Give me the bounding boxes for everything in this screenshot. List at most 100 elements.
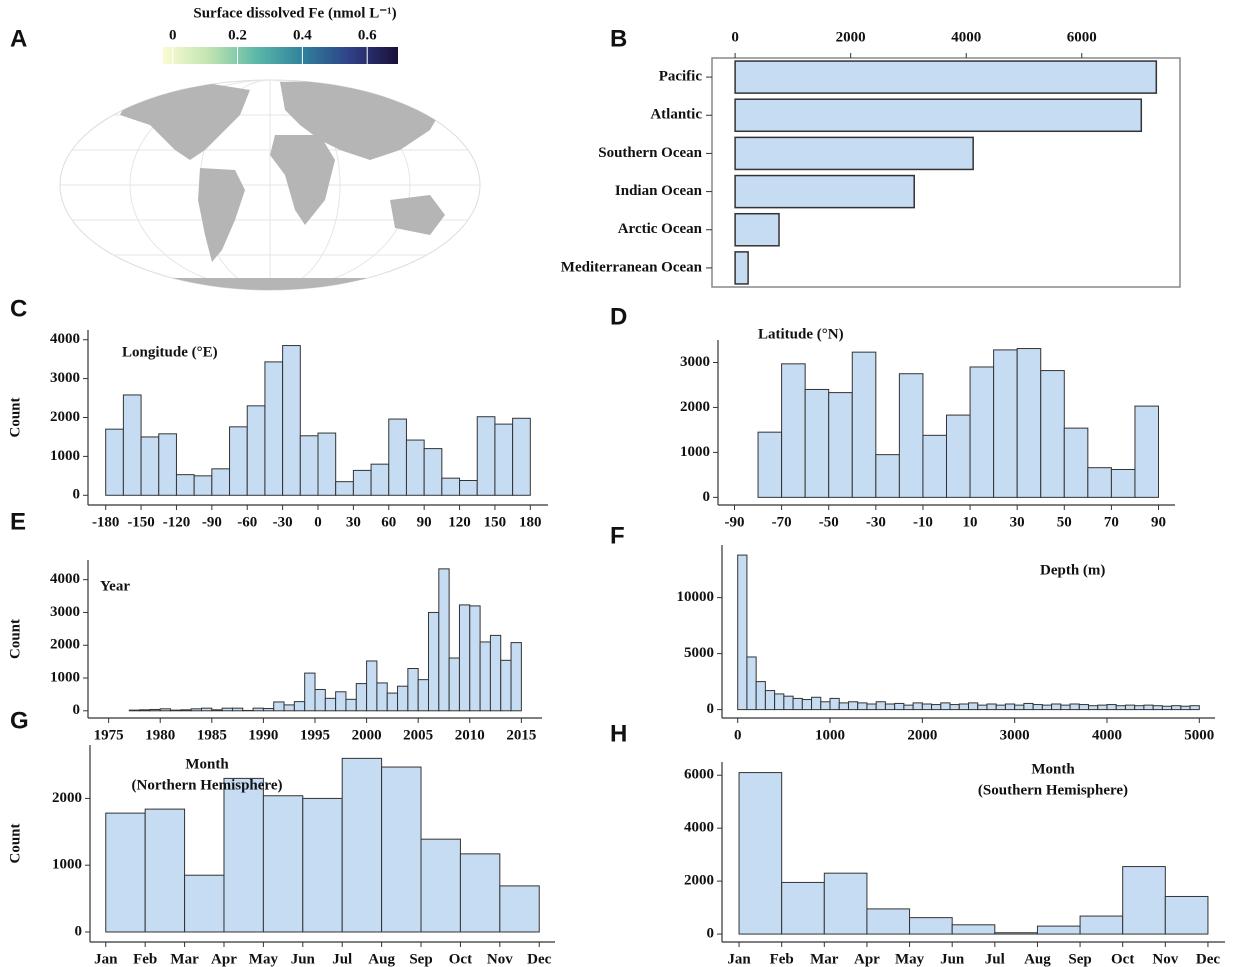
bar [386, 692, 399, 712]
bar [898, 373, 924, 498]
x-tick-label: Apr [211, 951, 237, 967]
bar [355, 683, 368, 712]
bar [417, 679, 430, 712]
bar [1110, 468, 1136, 498]
bar [838, 702, 849, 711]
bar [407, 668, 419, 712]
y-tick-label: 0 [73, 487, 81, 503]
bar [1069, 703, 1080, 711]
bar [737, 554, 748, 711]
x-tick-label: Jul [332, 951, 352, 967]
bar [366, 660, 378, 712]
bar [829, 697, 840, 711]
bar [993, 349, 1018, 498]
bar [1134, 405, 1160, 498]
bar [774, 693, 785, 711]
x-tick-label: -30 [866, 514, 886, 530]
bar [122, 394, 142, 496]
bar [1063, 427, 1089, 498]
bar [262, 707, 275, 712]
x-tick-label: 180 [519, 514, 542, 530]
bar [940, 702, 951, 711]
bar [909, 917, 953, 935]
bar [1078, 704, 1090, 711]
bar [1079, 915, 1124, 935]
bar [801, 699, 813, 711]
x-tick-label: 30 [346, 514, 361, 530]
bar [757, 431, 783, 498]
bar [977, 704, 988, 711]
bar [875, 701, 886, 711]
category-label: Indian Ocean [615, 183, 703, 199]
x-tick-label: -180 [92, 514, 120, 530]
bar [335, 481, 354, 496]
x-tick-label: Oct [449, 951, 472, 967]
bar [438, 568, 450, 712]
bar [500, 659, 512, 712]
bar [144, 808, 186, 933]
category-label: Pacific [659, 69, 703, 85]
x-tick-label: 50 [1057, 514, 1072, 530]
bar [828, 392, 853, 498]
y-tick-label: 1000 [50, 448, 80, 464]
bar [875, 454, 900, 498]
bar [1087, 467, 1112, 498]
bar [994, 932, 1038, 935]
bar [370, 463, 390, 496]
bar [1115, 705, 1126, 711]
y-tick-label: 0 [703, 489, 711, 505]
bar [229, 426, 248, 496]
bar [804, 388, 830, 498]
x-tick-label: Dec [1196, 951, 1220, 967]
x-tick-label: 2015 [506, 727, 536, 743]
bar [252, 707, 264, 712]
y-tick-label: 2000 [50, 409, 80, 425]
bar [884, 703, 896, 711]
bar [190, 708, 203, 712]
panel-label: D [610, 303, 627, 330]
bar [857, 702, 868, 711]
bar [293, 701, 306, 712]
bar [469, 605, 481, 712]
bar [1134, 705, 1145, 711]
colorbar-tick-label: 0.6 [358, 27, 377, 43]
bar [489, 634, 502, 712]
panel-label: C [10, 295, 27, 322]
x-tick-label: 60 [381, 514, 396, 530]
bar [1088, 705, 1099, 711]
bar [738, 772, 783, 935]
bar [811, 696, 822, 711]
bar [734, 136, 974, 171]
category-label: Atlantic [650, 107, 702, 123]
panel-title: Month [185, 756, 229, 772]
x-tick-label: -70 [772, 514, 792, 530]
bar [128, 709, 141, 712]
bar [946, 414, 971, 498]
bar [921, 703, 933, 711]
x-tick-label: 4000 [1092, 727, 1122, 743]
y-tick-label: 0 [75, 923, 83, 939]
bar [405, 439, 425, 496]
bar [314, 688, 326, 712]
bar [397, 685, 409, 712]
x-tick-label: 4000 [951, 29, 981, 45]
x-tick-label: 90 [1151, 514, 1166, 530]
panel-label: E [10, 508, 26, 535]
bar [734, 174, 915, 209]
y-axis-label: Count [7, 823, 23, 863]
bar [211, 468, 231, 496]
panel-label: G [10, 707, 29, 734]
x-tick-label: Nov [487, 951, 513, 967]
bar [894, 702, 905, 711]
x-tick-label: -90 [202, 514, 222, 530]
bar [494, 423, 514, 496]
panel-title: Year [100, 578, 130, 594]
y-tick-label: 0 [707, 925, 715, 941]
bar [499, 885, 540, 933]
x-tick-label: Dec [527, 951, 551, 967]
x-tick-label: 0 [731, 29, 739, 45]
bar [851, 351, 877, 498]
x-tick-label: 1975 [94, 727, 124, 743]
bar [105, 428, 124, 496]
